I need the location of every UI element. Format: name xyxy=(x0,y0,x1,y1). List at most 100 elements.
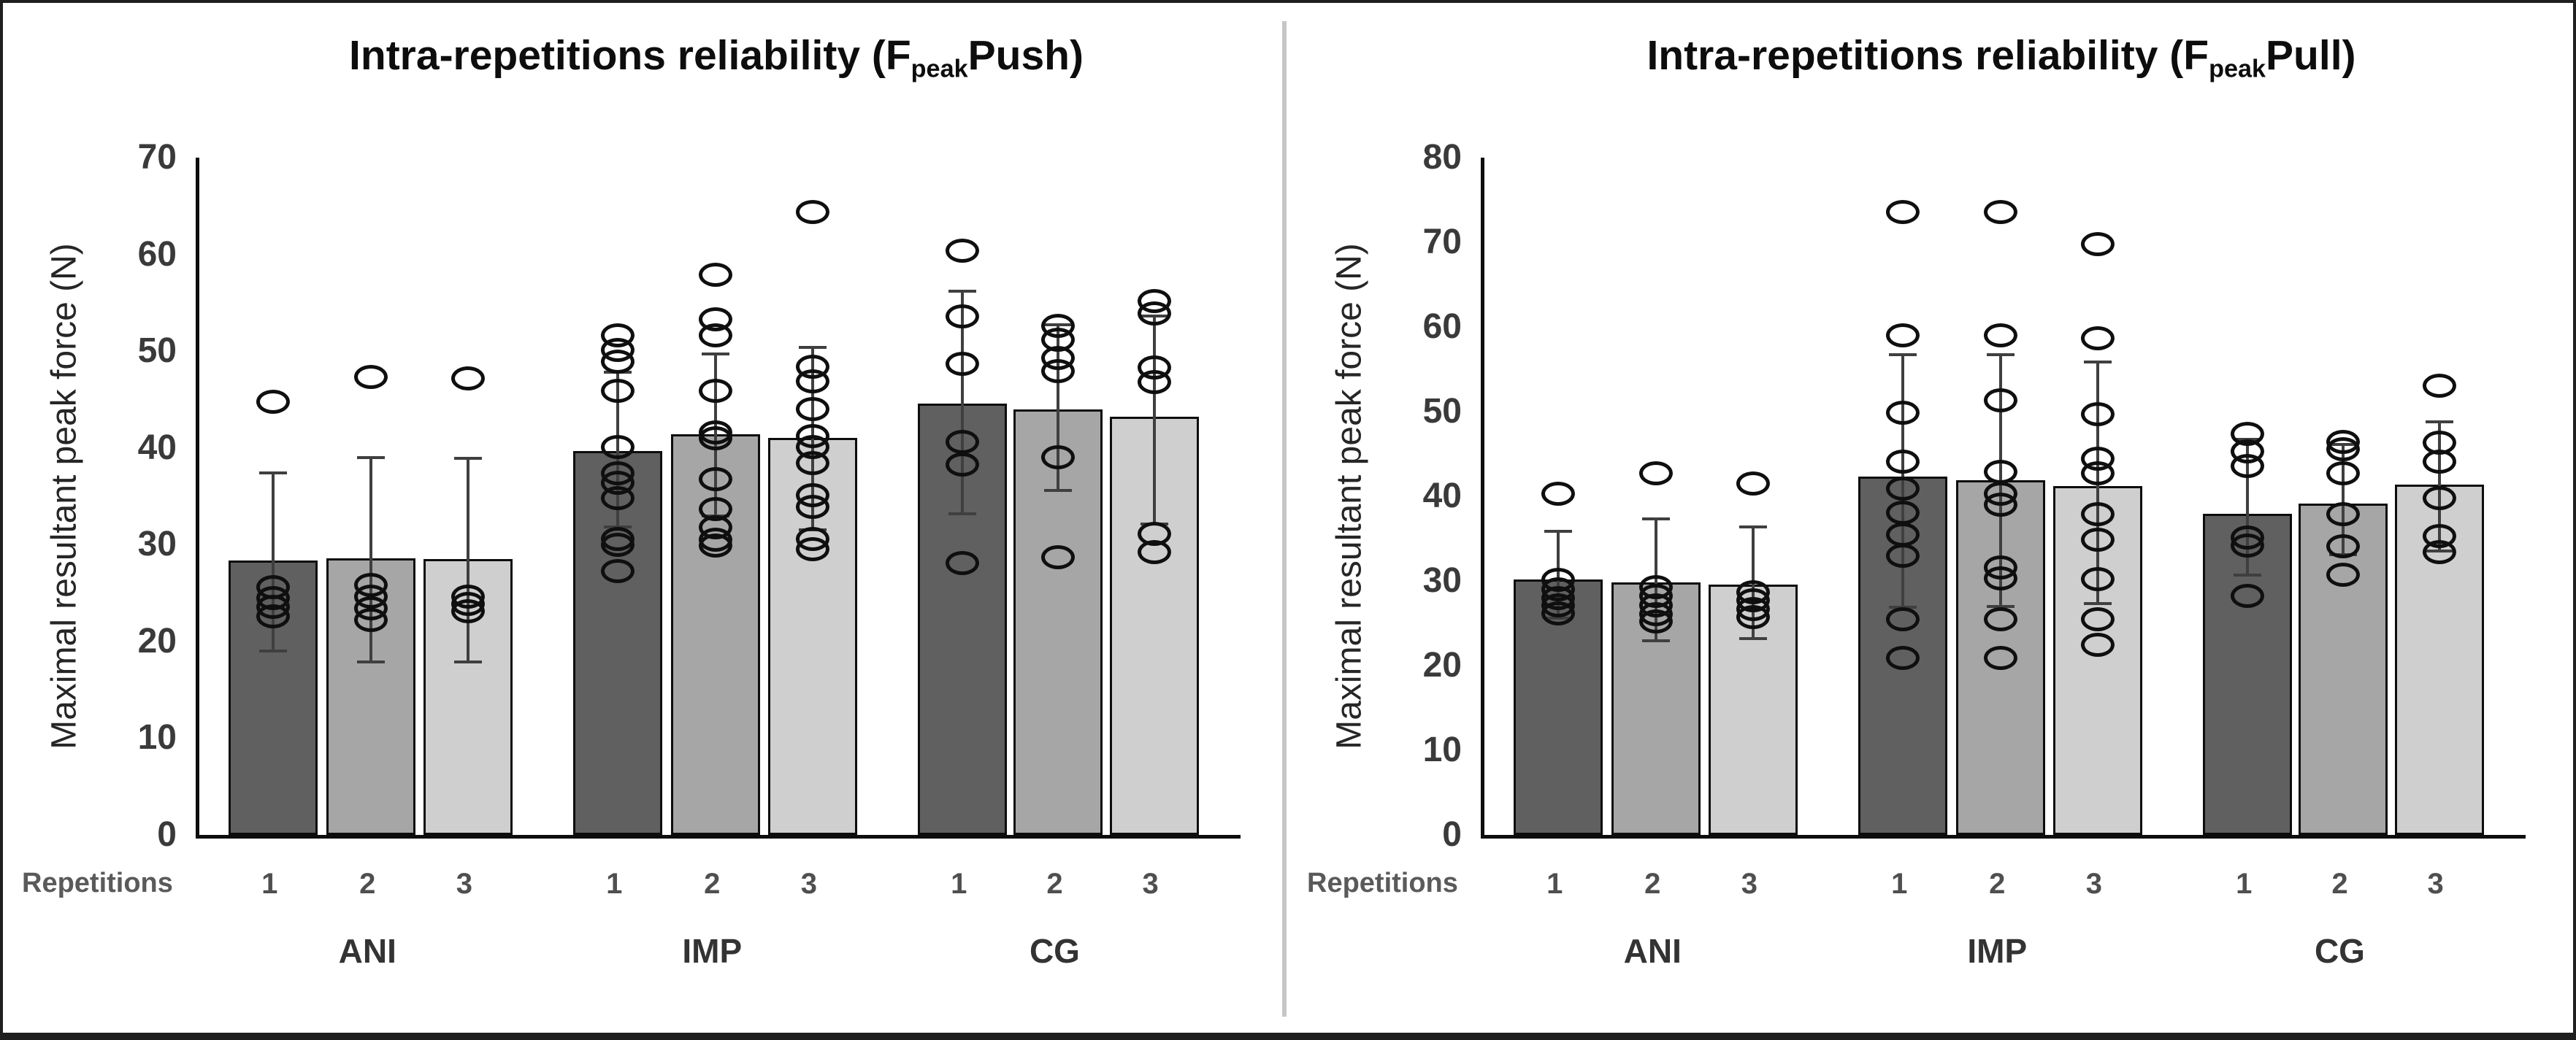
data-point-ani-rep2 xyxy=(1639,609,1674,634)
data-point-ani-rep2 xyxy=(354,365,388,390)
data-point-imp-rep1 xyxy=(1886,400,1920,425)
data-point-imp-rep3 xyxy=(2080,632,2115,657)
error-cap-high-imp-rep3 xyxy=(798,345,827,349)
data-point-cg-rep2 xyxy=(1041,359,1076,384)
data-point-imp-rep3 xyxy=(795,199,829,224)
data-point-imp-rep1 xyxy=(1886,477,1920,501)
error-cap-high-ani-rep1 xyxy=(1544,529,1573,533)
repetitions-label: Repetitions xyxy=(22,868,173,898)
data-point-cg-rep1 xyxy=(2231,533,2265,558)
rep-tick-cg-1: 1 xyxy=(2236,868,2253,900)
data-point-imp-rep2 xyxy=(699,323,733,348)
chart-title-push: Intra-repetitions reliability (FpeakPush… xyxy=(196,32,1237,84)
data-point-imp-rep3 xyxy=(2080,401,2115,426)
data-point-ani-rep3 xyxy=(451,599,485,624)
data-point-cg-rep2 xyxy=(2326,563,2361,588)
data-point-cg-rep1 xyxy=(946,550,980,575)
y-axis-ticks: 0 10 20 30 40 50 60 70 80 xyxy=(1288,138,1462,854)
data-point-imp-rep3 xyxy=(795,495,829,520)
y-tick-label-70: 70 xyxy=(137,138,177,177)
data-point-ani-rep2 xyxy=(354,608,388,633)
rep-tick-cg-2: 2 xyxy=(2331,868,2348,900)
data-point-imp-rep1 xyxy=(1886,646,1920,671)
error-bar-cg-rep2 xyxy=(2342,444,2345,555)
data-point-cg-rep3 xyxy=(2422,373,2456,398)
y-tick-label-60: 60 xyxy=(137,234,177,274)
rep-tick-imp-2: 2 xyxy=(704,868,721,900)
data-point-cg-rep1 xyxy=(946,452,980,477)
data-point-ani-rep1 xyxy=(1541,601,1576,625)
data-point-cg-rep3 xyxy=(2422,485,2456,510)
data-point-imp-rep1 xyxy=(1886,543,1920,568)
rep-tick-cg-3: 3 xyxy=(1142,868,1159,900)
data-point-imp-rep2 xyxy=(1984,606,2018,631)
y-tick-label-0: 0 xyxy=(157,815,177,854)
panel-pull: Intra-repetitions reliability (FpeakPull… xyxy=(1288,3,2573,1033)
error-cap-high-cg-rep3 xyxy=(2425,420,2453,423)
error-bar-ani-rep1 xyxy=(272,473,275,652)
data-point-ani-rep1 xyxy=(1541,482,1576,506)
data-point-imp-rep3 xyxy=(795,369,829,393)
data-point-imp-rep1 xyxy=(601,350,635,374)
y-tick-label-30: 30 xyxy=(1422,561,1462,600)
error-bar-cg-rep1 xyxy=(2246,439,2250,575)
rep-tick-imp-3: 3 xyxy=(2085,868,2103,900)
data-point-ani-rep1 xyxy=(256,389,291,414)
data-point-ani-rep3 xyxy=(1736,471,1770,496)
data-point-imp-rep1 xyxy=(1886,449,1920,474)
error-cap-high-cg-rep1 xyxy=(948,289,977,293)
data-point-imp-rep2 xyxy=(699,379,733,403)
rep-tick-cg-2: 2 xyxy=(1046,868,1063,900)
data-point-imp-rep1 xyxy=(601,486,635,511)
data-point-imp-rep1 xyxy=(1886,500,1920,525)
y-axis-ticks: 0 10 20 30 40 50 60 70 xyxy=(3,138,177,854)
error-cap-low-ani-rep3 xyxy=(453,660,482,663)
data-point-imp-rep1 xyxy=(601,379,635,403)
data-point-cg-rep2 xyxy=(2326,436,2361,461)
data-point-imp-rep2 xyxy=(1984,646,2018,671)
error-cap-low-ani-rep3 xyxy=(1739,636,1767,640)
data-point-imp-rep2 xyxy=(699,534,733,558)
data-point-imp-rep2 xyxy=(699,425,733,450)
title-prefix: Intra-repetitions reliability (F xyxy=(349,32,911,79)
rep-tick-ani-3: 3 xyxy=(1741,868,1758,900)
rep-tick-ani-3: 3 xyxy=(456,868,473,900)
data-point-imp-rep1 xyxy=(1886,522,1920,547)
data-point-imp-rep2 xyxy=(1984,459,2018,484)
title-prefix: Intra-repetitions reliability (F xyxy=(1647,32,2209,79)
data-point-ani-rep2 xyxy=(1639,461,1674,486)
y-tick-label-30: 30 xyxy=(137,525,177,564)
title-subscript: peak xyxy=(2209,55,2266,83)
rep-tick-imp-3: 3 xyxy=(800,868,818,900)
chart-title-pull: Intra-repetitions reliability (FpeakPull… xyxy=(1481,32,2522,84)
error-cap-high-imp-rep2 xyxy=(1987,353,2015,357)
y-tick-label-10: 10 xyxy=(1422,731,1462,769)
data-point-imp-rep3 xyxy=(795,451,829,476)
data-point-ani-rep3 xyxy=(1736,605,1770,630)
data-point-imp-rep3 xyxy=(2080,326,2115,350)
y-tick-label-80: 80 xyxy=(1422,138,1462,177)
error-cap-high-imp-rep3 xyxy=(2083,360,2112,363)
panel-divider xyxy=(1282,21,1287,1017)
data-point-imp-rep3 xyxy=(2080,461,2115,486)
data-point-cg-rep1 xyxy=(2231,453,2265,478)
data-point-cg-rep3 xyxy=(1137,370,1171,395)
y-tick-label-50: 50 xyxy=(1422,392,1462,431)
data-point-imp-rep3 xyxy=(795,537,829,562)
data-point-cg-rep1 xyxy=(946,304,980,328)
data-point-cg-rep2 xyxy=(2326,461,2361,486)
title-suffix: Push) xyxy=(967,32,1084,79)
data-point-cg-rep2 xyxy=(2326,501,2361,526)
repetitions-label: Repetitions xyxy=(1307,868,1458,898)
rep-tick-cg-3: 3 xyxy=(2427,868,2444,900)
error-cap-low-cg-rep1 xyxy=(2234,573,2262,577)
data-point-imp-rep3 xyxy=(795,397,829,422)
y-tick-label-20: 20 xyxy=(1422,646,1462,685)
error-cap-high-imp-rep1 xyxy=(1889,353,1917,357)
rep-tick-cg-1: 1 xyxy=(951,868,967,900)
error-bar-ani-rep2 xyxy=(369,457,373,662)
data-point-cg-rep2 xyxy=(2326,534,2361,558)
data-point-imp-rep3 xyxy=(2080,501,2115,526)
data-point-cg-rep3 xyxy=(2422,540,2456,565)
